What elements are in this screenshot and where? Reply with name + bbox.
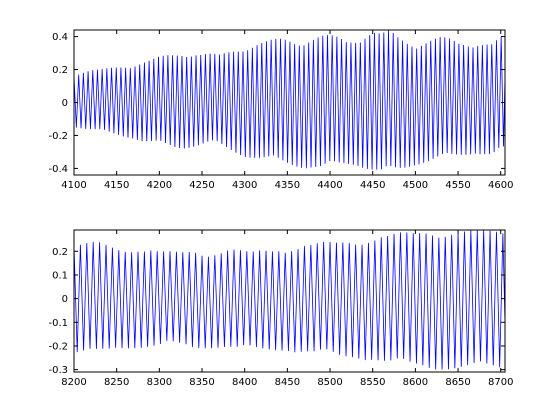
x-tick-label: 4350 bbox=[275, 180, 300, 191]
x-tick-label: 4400 bbox=[317, 180, 342, 191]
y-tick-label: -0.2 bbox=[48, 341, 68, 352]
y-tick-label: -0.4 bbox=[48, 164, 68, 175]
x-tick-label: 8700 bbox=[488, 377, 513, 388]
series-line-1-0 bbox=[74, 230, 505, 370]
y-tick-label: 0.4 bbox=[52, 32, 68, 43]
y-tick-label: 0.2 bbox=[52, 65, 68, 76]
x-tick-label: 8400 bbox=[232, 377, 257, 388]
x-tick-label: 4500 bbox=[403, 180, 428, 191]
x-tick-label: 8300 bbox=[147, 377, 172, 388]
series-line-0-0 bbox=[74, 30, 505, 170]
y-tick-label: -0.3 bbox=[48, 365, 68, 376]
x-tick-label: 4550 bbox=[445, 180, 470, 191]
x-tick-label: 4450 bbox=[360, 180, 385, 191]
x-tick-label: 4150 bbox=[104, 180, 129, 191]
y-tick-label: 0 bbox=[62, 294, 68, 305]
x-tick-label: 4200 bbox=[147, 180, 172, 191]
bottom-subplot: 8200 8250 8300 8350 8400 8450 8500 8550 8600 8650… bbox=[48, 229, 513, 388]
x-tick-label: 4300 bbox=[232, 180, 257, 191]
x-tick-label: 8550 bbox=[360, 377, 385, 388]
x-tick-label: 8250 bbox=[104, 377, 129, 388]
x-tick-label: 8600 bbox=[403, 377, 428, 388]
y-tick-label: -0.2 bbox=[48, 131, 68, 142]
y-tick-label: 0.2 bbox=[52, 247, 68, 258]
y-tick-label: 0.1 bbox=[52, 270, 68, 281]
y-tick-label: 0 bbox=[62, 98, 68, 109]
x-tick-label: 8200 bbox=[61, 377, 86, 388]
x-tick-label: 4250 bbox=[189, 180, 214, 191]
x-tick-label: 4100 bbox=[61, 180, 86, 191]
y-tick-label: -0.1 bbox=[48, 318, 68, 329]
x-tick-label: 8650 bbox=[445, 377, 470, 388]
x-tick-label: 8500 bbox=[317, 377, 342, 388]
x-tick-label: 4600 bbox=[488, 180, 513, 191]
x-tick-label: 8450 bbox=[275, 377, 300, 388]
x-tick-label: 8350 bbox=[189, 377, 214, 388]
axes-frame bbox=[73, 229, 506, 373]
top-subplot: 4100 4150 4200 4250 4300 4350 4400 4450 4500 4550… bbox=[48, 29, 513, 191]
